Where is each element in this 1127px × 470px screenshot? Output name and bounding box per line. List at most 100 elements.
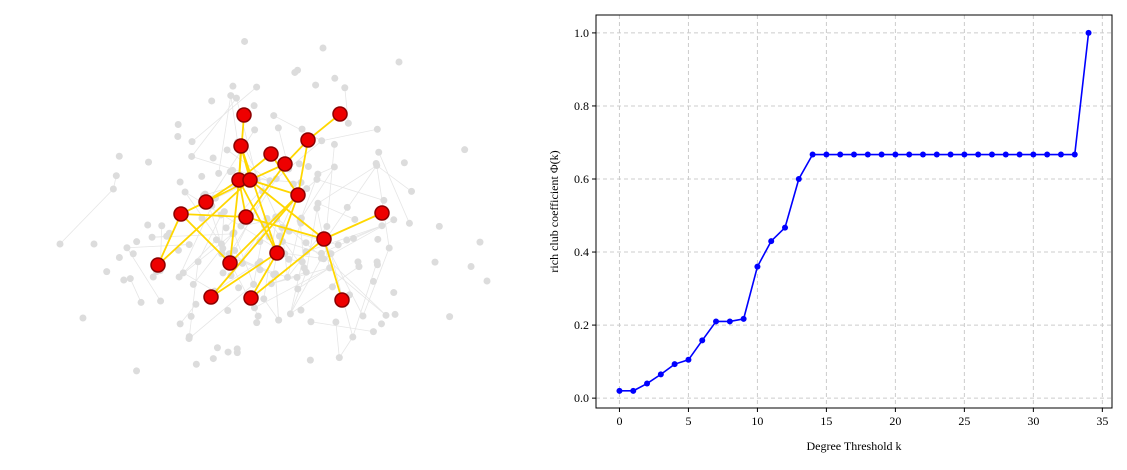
node	[224, 348, 232, 356]
data-point	[851, 151, 857, 158]
edge	[188, 261, 199, 337]
data-point	[837, 151, 844, 158]
node	[297, 306, 305, 314]
rich-club-node	[300, 132, 316, 148]
node	[285, 255, 293, 263]
rich-club-edge	[210, 252, 278, 298]
edge	[290, 258, 322, 315]
data-point	[1085, 29, 1092, 36]
rich-club-node	[238, 209, 254, 225]
node	[112, 172, 120, 180]
y-axis-label: rich club coefficient Φ(k)	[547, 150, 561, 272]
edge	[282, 241, 322, 254]
node	[158, 222, 166, 230]
data-point	[782, 224, 789, 231]
y-tick-label: 1.0	[574, 26, 589, 40]
data-point	[616, 387, 623, 394]
node	[270, 271, 278, 279]
edge	[335, 321, 340, 358]
data-point	[671, 361, 678, 368]
node	[330, 140, 338, 148]
node	[120, 276, 128, 284]
node	[435, 222, 443, 230]
y-tick-label: 0.6	[574, 172, 589, 186]
edge	[230, 95, 239, 143]
node	[354, 258, 362, 266]
rich-club-node	[243, 290, 259, 306]
node	[215, 169, 223, 177]
edge	[254, 267, 330, 309]
node	[335, 354, 343, 362]
y-tick-label: 0.2	[574, 318, 589, 332]
data-point	[644, 380, 651, 387]
y-tick-label: 0.4	[574, 245, 589, 259]
data-point	[740, 315, 747, 322]
node	[375, 148, 383, 156]
node	[306, 356, 314, 364]
edge	[325, 165, 378, 240]
node	[349, 234, 357, 242]
node	[382, 311, 390, 319]
data-point	[1030, 151, 1037, 158]
node	[256, 237, 264, 245]
rich-club-edge	[250, 252, 278, 299]
data-point	[933, 151, 940, 158]
edge	[344, 87, 349, 124]
node	[334, 241, 342, 249]
node	[298, 125, 306, 133]
rich-club-edge	[270, 153, 299, 196]
node	[109, 185, 117, 193]
rich-club-edge	[276, 194, 299, 254]
node	[307, 318, 315, 326]
node	[476, 238, 484, 246]
data-point	[699, 337, 706, 344]
data-point	[1044, 151, 1051, 158]
node	[467, 263, 475, 271]
node	[323, 222, 331, 230]
node	[133, 238, 141, 246]
data-point	[630, 387, 637, 394]
rich-club-edge	[245, 216, 325, 240]
edge	[226, 149, 271, 182]
edge	[317, 165, 377, 204]
rich-club-node	[236, 107, 252, 123]
node	[405, 219, 413, 227]
node	[351, 215, 359, 223]
node	[187, 312, 195, 320]
edge	[179, 304, 197, 325]
edge	[326, 144, 335, 227]
node	[369, 277, 377, 285]
edge	[338, 336, 354, 358]
plot-frame	[595, 14, 1113, 409]
node	[373, 261, 381, 269]
node	[295, 160, 303, 168]
rich-club-node	[222, 255, 238, 271]
node	[274, 124, 282, 132]
node	[385, 244, 393, 252]
rich-club-node	[173, 206, 189, 222]
node	[320, 255, 328, 263]
edge	[290, 272, 307, 314]
node	[332, 318, 340, 326]
rich-club-node	[332, 106, 348, 122]
node	[483, 277, 491, 285]
rich-club-edge	[323, 238, 343, 301]
edge	[183, 272, 215, 292]
node	[224, 306, 232, 314]
node	[390, 216, 398, 224]
node	[373, 125, 381, 133]
node	[286, 310, 294, 318]
data-point	[947, 151, 954, 158]
rich-club-edge	[250, 238, 325, 299]
node	[349, 333, 357, 341]
node	[235, 284, 243, 292]
edge	[218, 95, 232, 174]
node	[344, 119, 352, 127]
node	[461, 146, 469, 154]
node	[319, 44, 327, 52]
node	[148, 233, 156, 241]
edge	[271, 267, 330, 285]
edge	[317, 202, 355, 220]
chart: 0 5 10 15 20 25 30 35 0.0 0.2 0.4 0.6 0.8 1.0 Degree T…	[547, 14, 1113, 453]
